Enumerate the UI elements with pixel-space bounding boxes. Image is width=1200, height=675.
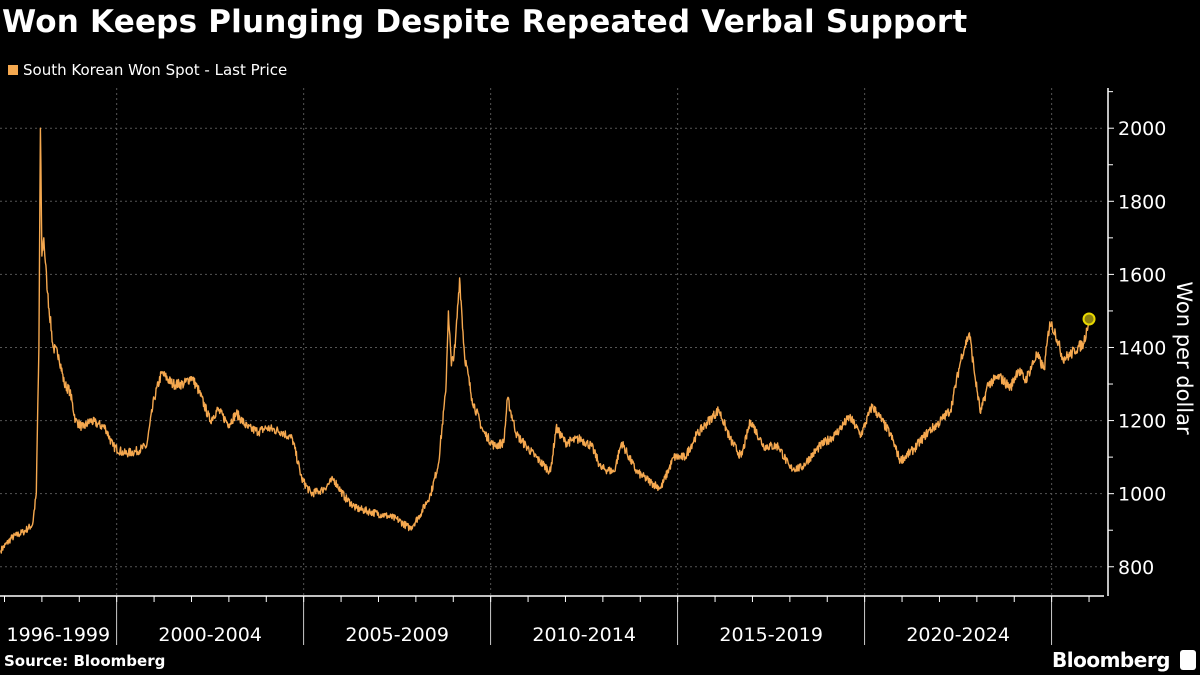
y-tick-label: 1600 (1118, 264, 1166, 286)
y-tick-label: 800 (1118, 557, 1154, 579)
chart-title: Won Keeps Plunging Despite Repeated Verb… (2, 4, 968, 40)
y-tick-label: 1400 (1118, 337, 1166, 359)
y-axis-label: Won per dollar (1172, 281, 1196, 435)
legend-swatch (8, 65, 18, 75)
bloomberg-logo: Bloomberg (1052, 648, 1170, 672)
won-spot-line (0, 127, 1090, 554)
x-group-label: 2020-2024 (906, 624, 1010, 646)
x-group-label: 2000-2004 (158, 624, 262, 646)
y-tick-label: 1000 (1118, 484, 1166, 506)
legend: South Korean Won Spot - Last Price (8, 61, 287, 79)
x-group-label: 1996-1999 (7, 624, 111, 646)
legend-label: South Korean Won Spot - Last Price (23, 61, 288, 79)
source-note: Source: Bloomberg (4, 652, 166, 670)
x-group-label: 2010-2014 (532, 624, 636, 646)
x-group-label: 2005-2009 (345, 624, 449, 646)
y-tick-label: 1200 (1118, 411, 1166, 433)
bloomberg-logo-icon (1180, 650, 1196, 670)
y-tick-label: 1800 (1118, 191, 1166, 213)
x-group-label: 2015-2019 (719, 624, 823, 646)
last-price-marker (1082, 312, 1096, 326)
y-tick-label: 2000 (1118, 118, 1166, 140)
